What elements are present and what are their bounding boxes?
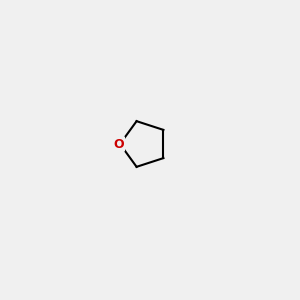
Text: O: O xyxy=(113,137,124,151)
